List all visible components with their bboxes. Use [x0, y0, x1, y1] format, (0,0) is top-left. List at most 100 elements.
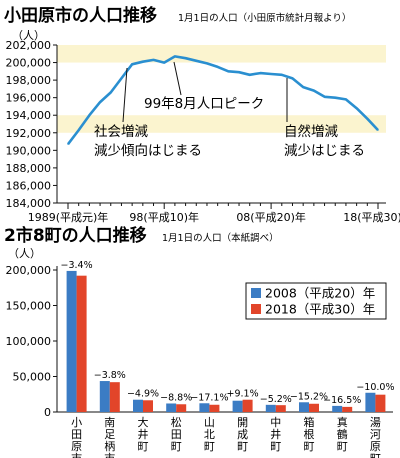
annotations: 99年8月人口ピーク 社会増減 減少傾向はじまる 自然増減 減少はじまる [94, 61, 365, 159]
category-char: 鶴 [337, 427, 348, 441]
category-char: 柄 [104, 440, 115, 453]
data-point [238, 71, 240, 73]
social-leader [122, 67, 128, 123]
change-label: −10.0% [356, 382, 394, 393]
y-tick-label: 192,000 [6, 127, 52, 140]
social-annotation-line1: 社会増減 [94, 123, 148, 140]
category-label: 山北町 [204, 416, 215, 453]
category-char: 成 [237, 428, 248, 441]
bar-2018 [143, 400, 153, 412]
bar-2018 [275, 405, 286, 412]
bar-chart-subtitle: 1月1日の人口（本紙調べ） [162, 232, 279, 244]
data-point [78, 129, 80, 131]
change-label: −16.5% [323, 395, 361, 406]
bar-chart-title: 2市8町の人口推移 [4, 225, 147, 246]
y-tick-label: 202,000 [6, 39, 52, 52]
change-label: −17.1% [190, 392, 228, 403]
y-tick-label: 100,000 [6, 335, 52, 348]
change-label: −8.8% [160, 392, 192, 403]
category-char: 町 [304, 440, 315, 453]
y-tick-label: 190,000 [6, 144, 52, 157]
bar-2008 [166, 403, 177, 412]
data-point [120, 77, 123, 79]
bar-series: −3.4% 小田原市 −3.8% 南足柄市 −4.9% 大井町 −8.8% 松田町 −17.1%… [61, 260, 395, 458]
legend-label-2008: 2008（平成20）年 [265, 286, 375, 301]
bar-2008 [66, 270, 77, 412]
category-char: 湯 [370, 416, 381, 429]
y-tick-label: 184,000 [6, 197, 52, 210]
data-point [67, 143, 69, 145]
line-chart-ylabel: （人） [12, 29, 45, 42]
data-point [302, 86, 304, 88]
data-point [163, 61, 165, 64]
legend-label-2018: 2018（平成30）年 [265, 302, 375, 317]
y-tick-label: 186,000 [6, 179, 52, 192]
category-label: 小田原市 [71, 416, 82, 458]
x-tick-label: 18(平成30)年 [343, 210, 400, 224]
data-point [227, 70, 229, 72]
bar-2018 [109, 382, 120, 412]
change-label: +9.1% [227, 389, 259, 400]
data-point [174, 55, 176, 58]
data-point [356, 107, 358, 109]
legend: 2008（平成20）年 2018（平成30）年 [245, 282, 387, 320]
y-tick-label: 188,000 [6, 162, 52, 175]
category-char: 町 [237, 440, 248, 453]
data-point [99, 101, 101, 103]
bar-2018 [309, 403, 319, 412]
data-point [195, 60, 197, 62]
bar-2008 [232, 400, 243, 412]
legend-swatch-2008 [251, 288, 261, 298]
highlight-band-0 [57, 45, 386, 63]
data-point [313, 90, 315, 92]
population-line [66, 55, 379, 145]
data-point [323, 96, 326, 98]
category-char: 中 [270, 416, 281, 429]
category-label: 松田町 [171, 415, 182, 453]
bar-2008 [332, 405, 343, 412]
y-tick-label: 150,000 [6, 300, 52, 313]
y-tick-label: 0 [44, 406, 51, 419]
category-label: 箱根町 [304, 415, 315, 453]
data-point [345, 98, 347, 101]
y-tick-label: 50,000 [13, 371, 52, 384]
category-char: 井 [270, 427, 281, 441]
line-chart-y-axis: 184,000 186,000 188,000 190,000 192,000 194,0… [6, 39, 58, 210]
category-char: 原 [71, 440, 82, 453]
category-char: 山 [204, 416, 215, 429]
social-annotation-line2: 減少傾向はじまる [94, 142, 202, 159]
change-label: −15.2% [290, 391, 328, 402]
category-char: 箱 [304, 415, 315, 429]
change-label: −3.4% [61, 260, 93, 271]
data-point [334, 97, 336, 99]
change-label: −5.2% [260, 394, 292, 405]
category-char: 原 [370, 440, 381, 453]
category-char: 大 [138, 415, 149, 429]
data-point [259, 72, 262, 74]
peak-leader [173, 61, 182, 96]
bar-chart: 2市8町の人口推移 1月1日の人口（本紙調べ） （人） 0 50,000 100,0… [4, 225, 394, 458]
bar-2008 [265, 404, 276, 412]
data-point [270, 73, 272, 75]
y-tick-label: 196,000 [6, 92, 52, 105]
category-char: 市 [104, 451, 115, 458]
category-char: 町 [171, 440, 182, 453]
category-label: 中井町 [270, 416, 281, 453]
category-label: 真鶴町 [337, 415, 348, 453]
bar-2008 [133, 399, 143, 412]
natural-annotation-line2: 減少はじまる [284, 142, 365, 159]
category-char: 河 [370, 428, 381, 441]
category-char: 町 [204, 440, 215, 453]
bar-2018 [176, 404, 187, 412]
bar-2008 [199, 403, 210, 412]
data-point [366, 118, 368, 120]
category-char: 南 [104, 416, 115, 429]
bar-2018 [342, 406, 353, 412]
y-tick-label: 200,000 [6, 264, 52, 277]
highlight-band-1 [57, 115, 386, 133]
change-label: −4.9% [127, 389, 159, 400]
line-chart-subtitle: 1月1日の人口（小田原市統計月報より） [178, 12, 351, 24]
data-point [142, 61, 144, 63]
bar-2018 [76, 275, 87, 412]
